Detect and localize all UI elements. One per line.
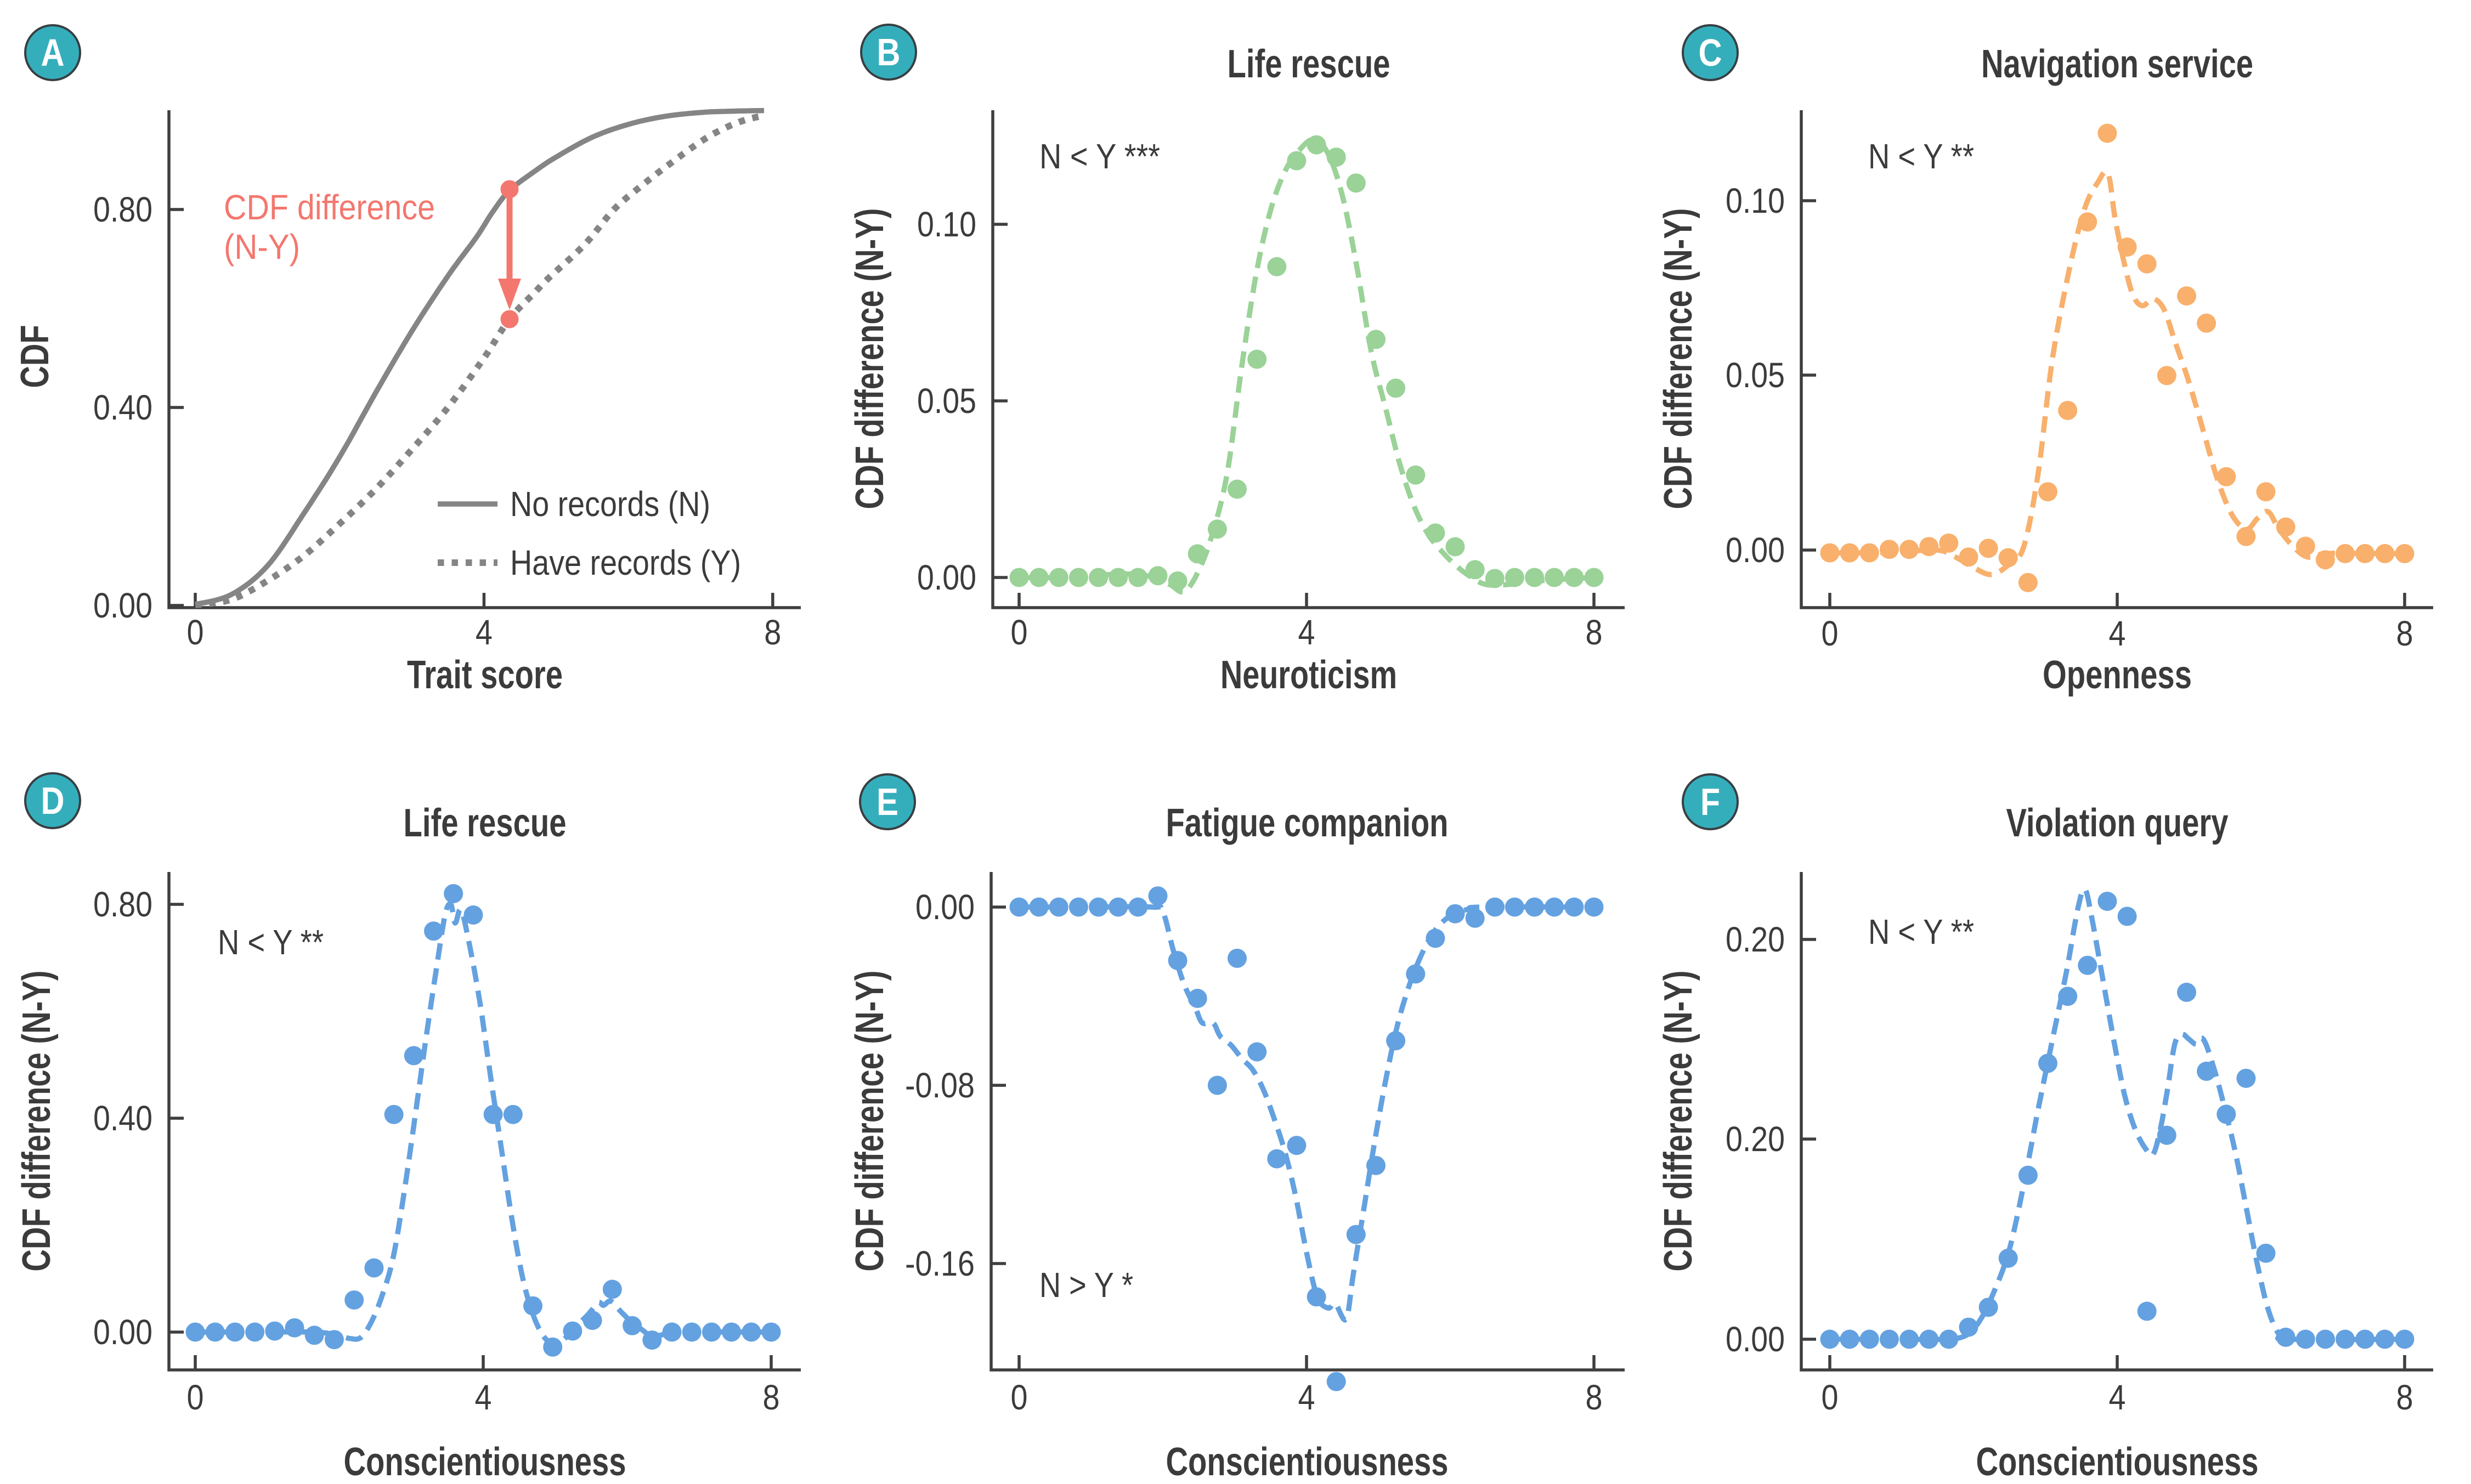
svg-text:CDF difference (N-Y): CDF difference (N-Y)	[1656, 208, 1700, 509]
svg-text:0.05: 0.05	[917, 381, 976, 421]
svg-text:0.80: 0.80	[93, 190, 152, 229]
svg-text:8: 8	[1586, 613, 1603, 652]
svg-text:8: 8	[764, 613, 781, 652]
svg-text:N < Y ***: N < Y ***	[1039, 137, 1160, 176]
svg-text:Fatigue companion: Fatigue companion	[1166, 801, 1449, 845]
svg-text:4: 4	[476, 613, 493, 652]
svg-text:4: 4	[2109, 1378, 2126, 1417]
svg-text:8: 8	[2396, 614, 2413, 653]
svg-text:CDF difference (N-Y): CDF difference (N-Y)	[848, 208, 892, 509]
svg-text:Openness: Openness	[2043, 653, 2192, 697]
svg-text:N < Y **: N < Y **	[218, 922, 324, 962]
svg-text:CDF difference (N-Y): CDF difference (N-Y)	[848, 971, 892, 1272]
svg-text:-0.16: -0.16	[905, 1244, 975, 1283]
svg-text:0.00: 0.00	[917, 558, 976, 597]
svg-text:F: F	[1700, 780, 1720, 823]
svg-text:A: A	[41, 31, 65, 74]
svg-text:0: 0	[1822, 1378, 1839, 1417]
svg-text:D: D	[41, 779, 65, 822]
svg-text:C: C	[1699, 31, 1722, 74]
svg-text:8: 8	[2396, 1378, 2413, 1417]
svg-text:0.00: 0.00	[1726, 1319, 1785, 1359]
svg-text:0: 0	[187, 1378, 204, 1417]
svg-text:CDF: CDF	[13, 325, 57, 388]
svg-text:8: 8	[763, 1378, 780, 1417]
svg-text:0: 0	[187, 613, 204, 652]
svg-text:CDF difference (N-Y): CDF difference (N-Y)	[1656, 971, 1700, 1272]
svg-text:E: E	[877, 780, 898, 823]
svg-text:Neuroticism: Neuroticism	[1220, 653, 1397, 697]
svg-text:0.80: 0.80	[93, 885, 152, 924]
svg-text:Conscientiousness: Conscientiousness	[344, 1440, 626, 1484]
svg-text:0.10: 0.10	[1726, 181, 1785, 220]
svg-text:Have records (Y): Have records (Y)	[510, 543, 741, 582]
svg-text:0: 0	[1011, 613, 1028, 652]
svg-text:0.00: 0.00	[1726, 530, 1785, 570]
svg-text:4: 4	[475, 1378, 492, 1417]
svg-text:CDF difference (N-Y): CDF difference (N-Y)	[15, 971, 59, 1272]
svg-text:(N-Y): (N-Y)	[224, 227, 300, 267]
svg-text:0.20: 0.20	[1726, 1119, 1785, 1159]
svg-text:0.05: 0.05	[1726, 355, 1785, 395]
svg-text:8: 8	[1586, 1378, 1603, 1417]
svg-text:4: 4	[2109, 614, 2126, 653]
svg-text:Life rescue: Life rescue	[1228, 42, 1390, 86]
svg-text:-0.08: -0.08	[905, 1066, 975, 1105]
svg-text:0.40: 0.40	[93, 1098, 152, 1138]
svg-text:0: 0	[1822, 614, 1839, 653]
svg-text:Violation query: Violation query	[2006, 801, 2229, 845]
svg-text:0.00: 0.00	[93, 586, 152, 625]
svg-text:Navigation service: Navigation service	[1981, 42, 2253, 86]
svg-text:N < Y **: N < Y **	[1868, 137, 1974, 176]
svg-text:0: 0	[1011, 1378, 1028, 1417]
svg-text:CDF difference: CDF difference	[224, 188, 435, 227]
svg-text:0.00: 0.00	[915, 887, 975, 927]
svg-text:0.00: 0.00	[93, 1312, 152, 1352]
svg-text:4: 4	[1298, 1378, 1315, 1417]
svg-text:Conscientiousness: Conscientiousness	[1166, 1440, 1449, 1484]
svg-text:N > Y *: N > Y *	[1039, 1265, 1133, 1305]
svg-text:Conscientiousness: Conscientiousness	[1976, 1440, 2259, 1484]
svg-text:0.20: 0.20	[1726, 920, 1785, 959]
svg-text:Life rescue: Life rescue	[404, 801, 567, 845]
svg-text:Trait score: Trait score	[407, 653, 563, 697]
svg-text:0.10: 0.10	[917, 205, 976, 244]
svg-text:No records (N): No records (N)	[510, 484, 710, 524]
svg-text:N < Y **: N < Y **	[1868, 912, 1974, 951]
svg-text:B: B	[877, 31, 901, 73]
svg-text:4: 4	[1298, 613, 1315, 652]
svg-text:0.40: 0.40	[93, 388, 152, 427]
